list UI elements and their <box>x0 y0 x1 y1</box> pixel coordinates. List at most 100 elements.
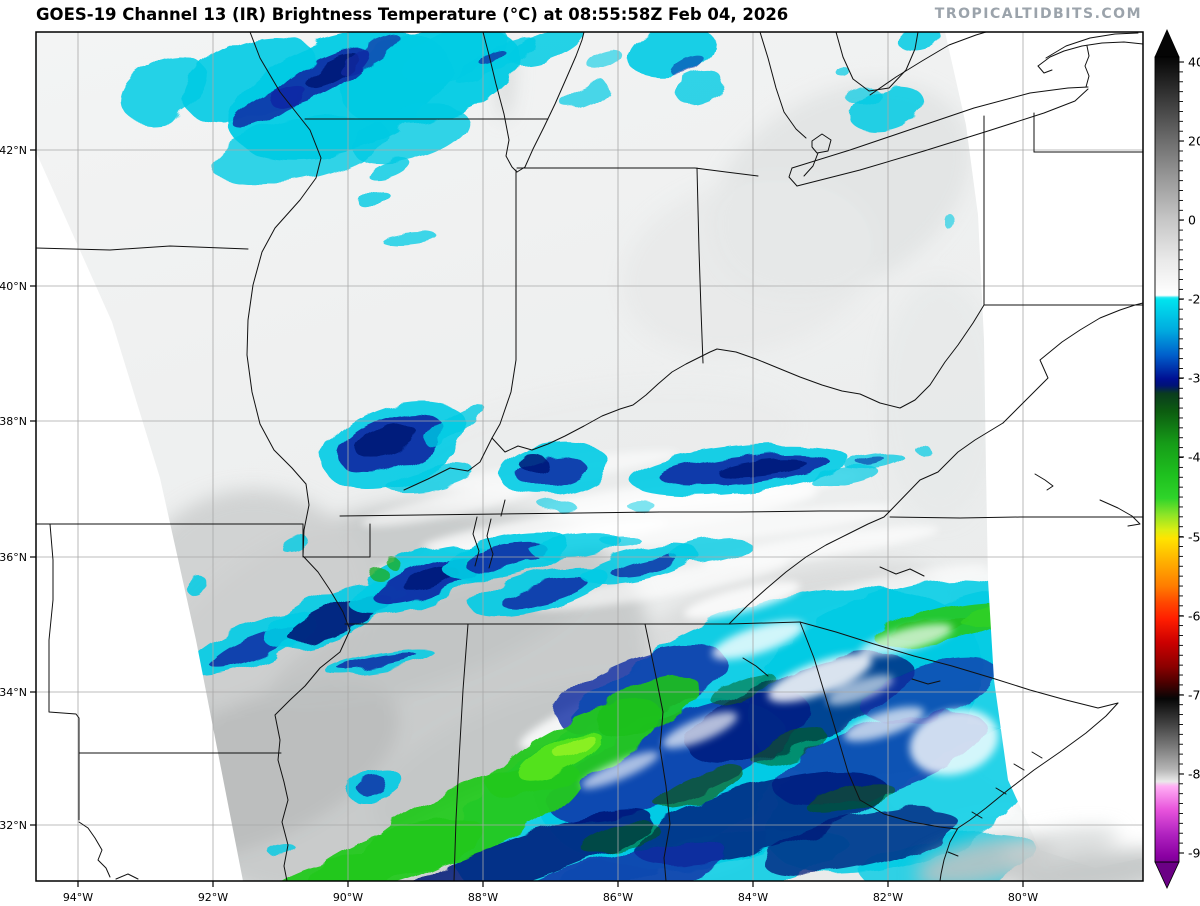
state-boundary-line <box>791 86 1089 169</box>
y-axis-label: 40°N <box>0 280 27 293</box>
cloud-gap-layer <box>581 581 999 789</box>
cold-cloud-blob <box>338 653 418 671</box>
colorbar-label: -30 <box>1188 371 1200 386</box>
colorbar-label: -50 <box>1188 530 1200 545</box>
state-boundary-line <box>939 702 1119 881</box>
state-boundary-line <box>811 133 832 154</box>
cold-cloud-blob <box>555 736 597 760</box>
state-boundary-line <box>500 499 506 517</box>
watermark-logo: TROPICALTIDBITS.COM <box>934 6 1142 22</box>
state-boundary-line <box>48 689 80 821</box>
cloud-gap-blob <box>843 706 925 742</box>
state-boundary-line <box>644 623 671 881</box>
colorbar-label: 20 <box>1188 134 1200 149</box>
colorbar-label: -90 <box>1188 846 1200 861</box>
y-axis-label: 38°N <box>0 415 27 428</box>
cold-cloud-blob <box>945 214 955 230</box>
state-boundary-line <box>696 167 704 364</box>
axis-ticks-and-labels: 94°W 92°W 90°W 88°W 86°W 84°W 82°W 80°W 42°N 40°N… <box>0 144 1038 904</box>
colorbar-label: -70 <box>1188 688 1200 703</box>
x-axis-label: 80°W <box>1008 891 1038 904</box>
state-boundary-line <box>491 169 517 439</box>
cold-cloud-blob <box>844 85 880 105</box>
y-axis-label: 36°N <box>0 551 27 564</box>
cold-cloud-blob <box>654 766 746 810</box>
state-boundary-line <box>911 678 941 685</box>
x-axis-label: 90°W <box>333 891 363 904</box>
cold-cloud-blob <box>351 106 469 164</box>
x-axis-label: 94°W <box>63 891 93 904</box>
cold-cloud-blob <box>917 448 933 456</box>
cold-cloud-blob <box>600 534 640 546</box>
gray-cloud-blob <box>622 176 878 354</box>
cold-cloud-blob <box>610 555 680 577</box>
state-boundary-line <box>482 32 518 173</box>
state-boundary-line <box>453 623 469 881</box>
cold-cloud-blob <box>519 454 547 472</box>
cold-cloud-blob <box>339 36 401 74</box>
cold-cloud-blob <box>186 573 206 597</box>
state-boundary-line <box>246 32 322 557</box>
state-boundary-line <box>742 657 769 677</box>
cold-cloud-blob <box>513 843 727 881</box>
colorbar: 40 20 0 -20 -30 -40 -50 -60 -70 -80 -90 <box>1154 29 1200 889</box>
cold-cloud-blob <box>121 58 209 122</box>
off-sector-white-area <box>945 32 1143 868</box>
cloud-gap-blob <box>859 623 953 657</box>
state-boundary-line <box>1034 473 1054 491</box>
cloud-gap-blob <box>909 708 999 776</box>
state-boundary-line <box>728 621 801 625</box>
x-axis-label: 82°W <box>873 891 903 904</box>
cold-cloud-blob <box>581 822 659 854</box>
cold-cloud-blob <box>862 657 998 723</box>
cold-cloud-blob <box>542 503 578 513</box>
state-boundary-line <box>115 873 139 880</box>
off-sector-white-area <box>36 152 243 881</box>
colorbar-label: -40 <box>1188 450 1200 465</box>
cold-cloud-blob <box>501 577 589 609</box>
state-boundary-line <box>716 304 985 409</box>
state-boundary-line <box>472 516 480 567</box>
state-boundary-line <box>516 32 585 173</box>
state-boundary-line <box>1031 751 1043 759</box>
cold-cloud-blob <box>807 781 893 815</box>
state-boundaries <box>36 32 1143 881</box>
cold-cloud-blob <box>424 404 486 446</box>
cold-cloud-blob <box>479 48 505 66</box>
cold-cloud-blob <box>898 32 942 52</box>
cloud-gap-blob <box>662 711 738 749</box>
cold-cloud-blob <box>562 81 608 109</box>
cold-cloud-blob <box>361 189 389 211</box>
colorbar-label: -80 <box>1188 767 1200 782</box>
state-boundary-line <box>1084 45 1090 88</box>
x-axis-label: 84°W <box>738 891 768 904</box>
gray-cloud-blob <box>880 280 1000 520</box>
cloud-gap-blob <box>826 674 894 706</box>
state-boundary-line <box>796 88 1089 187</box>
cold-cloud-blob <box>268 844 296 856</box>
cold-cloud-blob <box>463 541 547 571</box>
x-axis-label: 86°W <box>603 891 633 904</box>
ocean-gray-layer <box>916 826 1143 881</box>
colorbar-label: 0 <box>1188 213 1196 228</box>
state-boundary-line <box>879 566 925 577</box>
colorbar-label: 40 <box>1188 55 1200 70</box>
state-boundary-line <box>486 518 494 569</box>
colorbar-bottom-arrow <box>1154 861 1180 889</box>
cold-cloud-blob <box>673 58 707 78</box>
state-boundary-line <box>889 516 1143 519</box>
cold-cloud-blob <box>305 53 359 87</box>
cold-cloud-blob <box>597 674 699 738</box>
state-boundary-line <box>274 555 351 881</box>
state-boundary-line <box>1037 65 1053 74</box>
cold-cloud-blob <box>380 230 436 244</box>
white-veil-blob <box>531 559 789 611</box>
latlon-gridlines <box>36 32 1143 881</box>
cold-cloud-blob <box>836 67 850 77</box>
cold-cloud-blob <box>406 811 654 881</box>
colorbar-label: -60 <box>1188 609 1200 624</box>
state-boundary-line <box>302 523 371 558</box>
white-veil-blob <box>621 504 899 546</box>
cold-cloud-blob <box>370 569 390 581</box>
